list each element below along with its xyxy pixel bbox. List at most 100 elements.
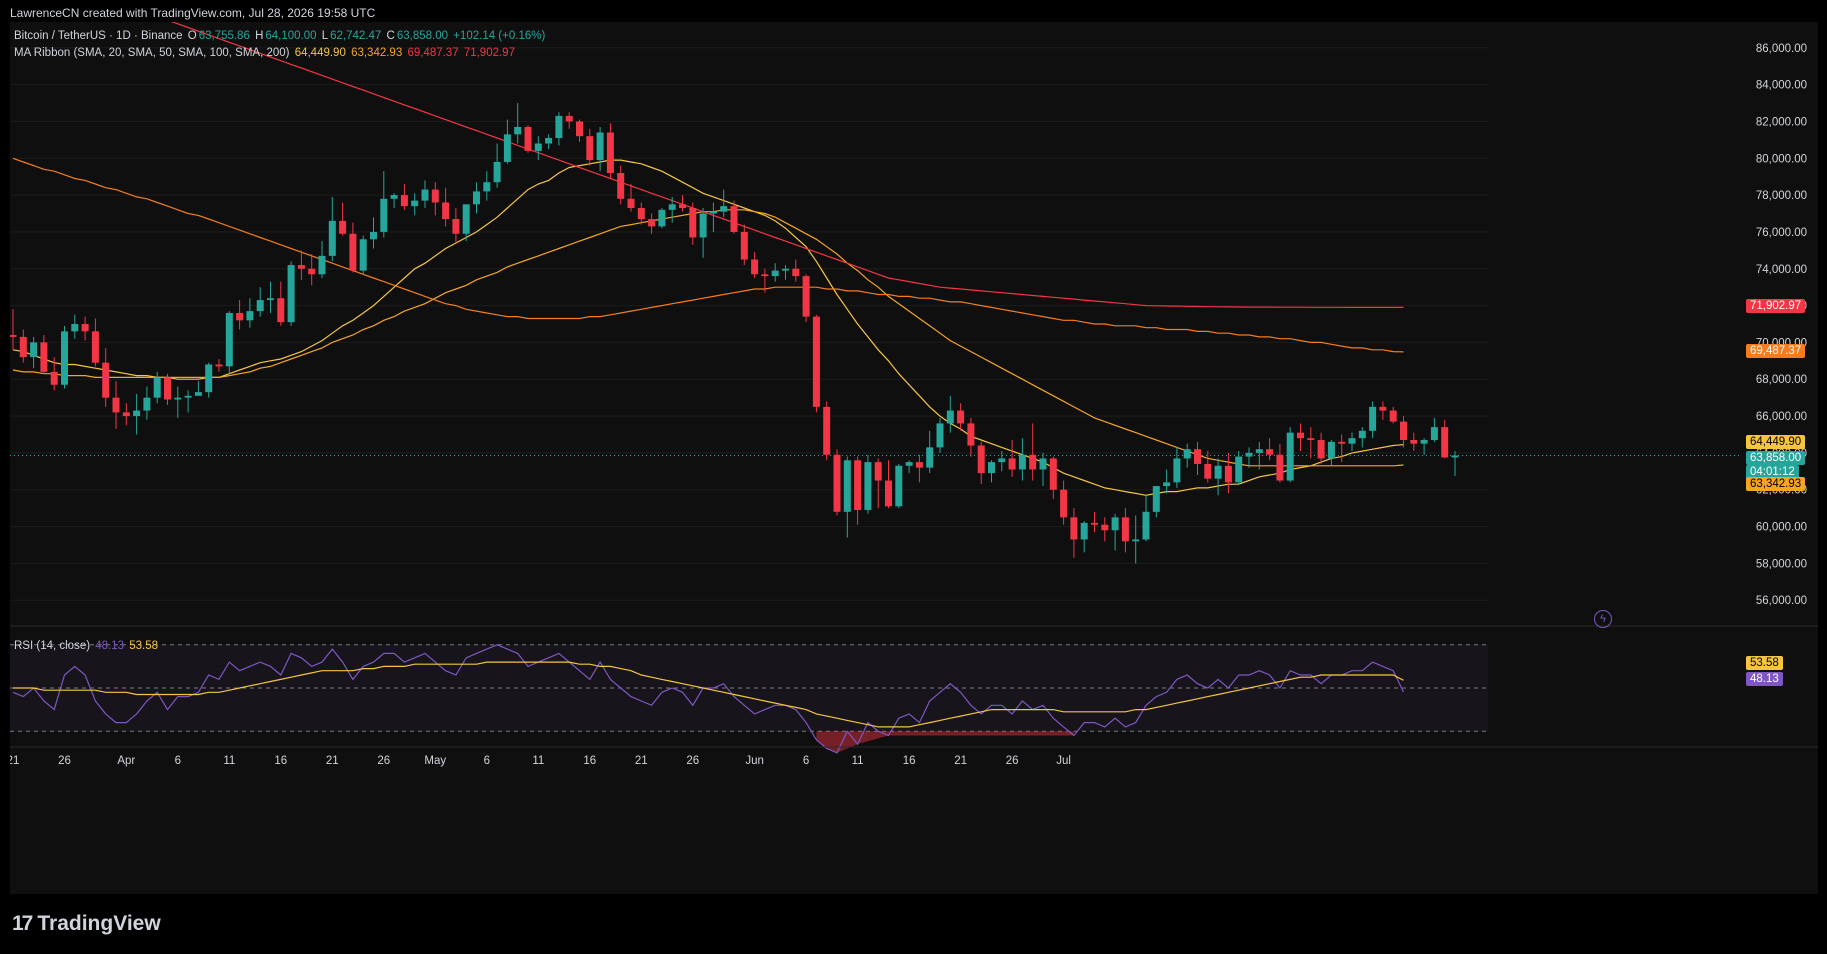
candle-body — [153, 377, 161, 398]
candle-body — [854, 460, 862, 510]
candle-body — [1111, 517, 1119, 531]
candle-body — [215, 364, 223, 367]
candle-body — [957, 410, 965, 424]
candle-body — [1317, 440, 1325, 459]
candle-body — [1451, 455, 1459, 458]
candle-body — [792, 268, 800, 277]
x-tick-label: 6 — [175, 755, 181, 767]
lightning-icon[interactable]: ϟ — [1594, 610, 1612, 628]
candle-body — [71, 324, 79, 332]
ma200-price-badge: 71,902.97 — [1746, 299, 1806, 313]
candle-body — [709, 211, 717, 214]
rsi-legend-value: 48.13 — [95, 640, 125, 652]
change-value: +102.14 (+0.16%) — [453, 30, 546, 42]
candle-body — [946, 410, 954, 424]
candle-body — [812, 316, 820, 407]
y-tick-label: 86,000.00 — [1756, 43, 1807, 55]
candle-body — [967, 423, 975, 446]
candle-body — [473, 191, 480, 205]
candle-body — [977, 445, 985, 474]
candle-body — [102, 362, 110, 398]
candle-body — [50, 371, 58, 385]
rsi-ma-line — [13, 661, 1404, 728]
candle-body — [1276, 454, 1284, 481]
candle-body — [771, 270, 779, 277]
candle-body — [1132, 539, 1140, 542]
candle-body — [730, 206, 738, 232]
ma-line-ma50 — [12, 209, 1404, 467]
candle-body — [555, 115, 563, 139]
grid — [10, 47, 1818, 627]
candle-body — [1183, 449, 1191, 459]
x-tick-label: 21 — [326, 755, 339, 767]
candle-body — [380, 198, 388, 232]
high-value: 64,100.00 — [265, 30, 317, 42]
candle-body — [19, 336, 27, 358]
candle-body — [359, 239, 367, 271]
candle-body — [874, 462, 882, 481]
candle-body — [174, 397, 182, 400]
y-tick-label: 60,000.00 — [1756, 522, 1807, 534]
ma200-legend-value: 71,902.97 — [463, 47, 515, 59]
candle-body — [596, 132, 604, 161]
candle-body — [1379, 406, 1387, 411]
candle-body — [194, 392, 202, 396]
candle-body — [905, 462, 913, 466]
ma20-price-badge: 64,449.90 — [1746, 435, 1806, 449]
candle-body — [936, 423, 944, 448]
candle-body — [1173, 458, 1181, 483]
candle-body — [452, 219, 460, 234]
candle-body — [1327, 441, 1335, 459]
candle-body — [328, 220, 336, 256]
tv-logo-icon: 17 — [12, 912, 33, 935]
rsi-oversold-fill — [816, 731, 1074, 753]
candle-body — [1163, 482, 1171, 487]
candle-body — [679, 204, 686, 208]
candle-body — [1286, 432, 1294, 481]
candle-body — [10, 335, 17, 337]
candle-body — [514, 126, 522, 135]
candle-body — [740, 231, 748, 260]
candle-body — [988, 462, 995, 474]
candle-body — [761, 274, 769, 277]
candle-body — [998, 458, 1006, 463]
candle-body — [442, 202, 450, 220]
candle-body — [1338, 441, 1346, 444]
candle-body — [668, 204, 676, 210]
candle-body — [1070, 517, 1078, 540]
ma-line-ma200 — [170, 22, 1404, 308]
candle-body — [617, 173, 625, 199]
rsi-line — [12, 644, 1405, 754]
candle-body — [1245, 452, 1253, 457]
candle-body — [1441, 427, 1449, 458]
y-tick-label: 74,000.00 — [1756, 264, 1807, 276]
candle-body — [133, 410, 141, 417]
candle-body — [267, 298, 274, 301]
y-tick-label: 58,000.00 — [1756, 558, 1807, 570]
x-tick-label: 21 — [10, 755, 19, 767]
candle-body — [431, 189, 439, 203]
candle-body — [421, 189, 429, 201]
candle-body — [864, 462, 872, 510]
price-chart[interactable]: 56,000.0058,000.0060,000.0062,000.0064,0… — [10, 22, 1818, 894]
candle-body — [390, 195, 398, 199]
candle-body — [1091, 522, 1098, 525]
candle-body — [1389, 410, 1397, 422]
candle-body — [297, 265, 305, 269]
chart-area[interactable]: 56,000.0058,000.0060,000.0062,000.0064,0… — [10, 22, 1818, 894]
candle-body — [915, 462, 923, 468]
candle-body — [236, 312, 244, 321]
candle-body — [782, 268, 789, 271]
tradingview-logo: 17 TradingView — [12, 912, 161, 936]
ma-legend: MA Ribbon (SMA, 20, SMA, 50, SMA, 100, S… — [14, 47, 517, 59]
x-tick-label: 11 — [532, 755, 544, 767]
candle-body — [1400, 421, 1407, 441]
candle-body — [1121, 517, 1129, 542]
x-tick-label: 6 — [803, 755, 809, 767]
ma50-price-badge: 63,342.93 — [1746, 477, 1806, 491]
x-tick-label: 11 — [223, 755, 235, 767]
candle-body — [802, 276, 810, 317]
candle-body — [648, 219, 656, 227]
y-tick-label: 84,000.00 — [1756, 80, 1807, 92]
